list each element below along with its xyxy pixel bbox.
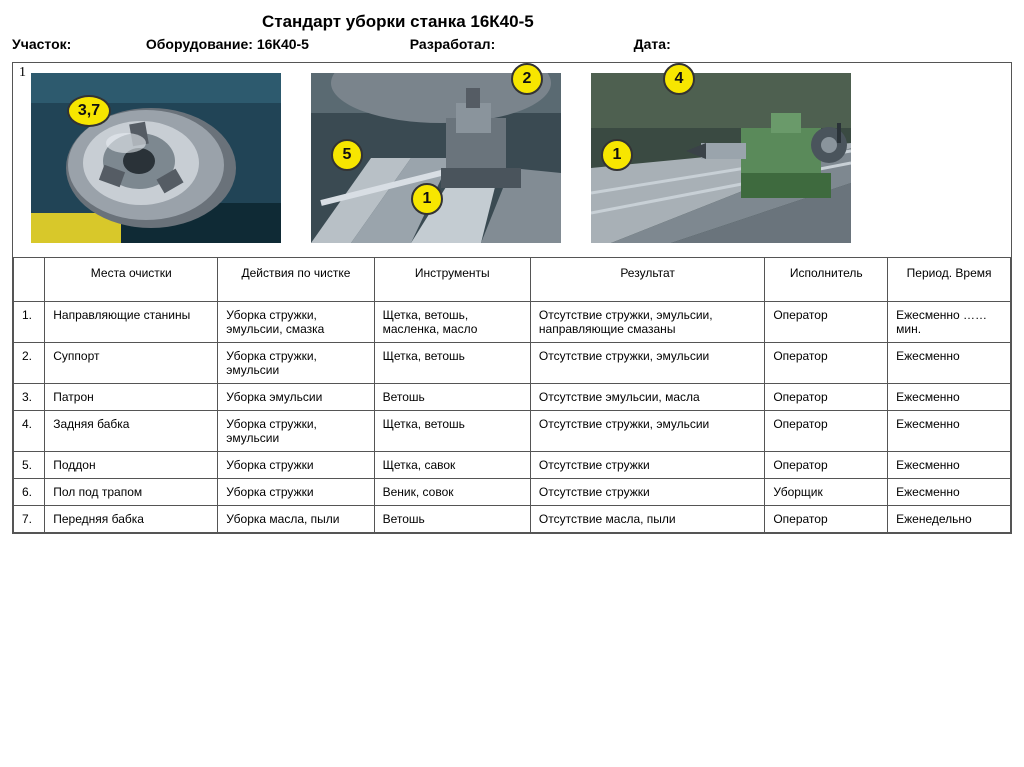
cell-action: Уборка стружки xyxy=(218,452,374,479)
table-row: 5. Поддон Уборка стружки Щетка, савок От… xyxy=(14,452,1011,479)
cell-place: Суппорт xyxy=(45,343,218,384)
col-tools: Инструменты xyxy=(374,258,530,302)
table-row: 4. Задняя бабка Уборка стружки, эмульсии… xyxy=(14,411,1011,452)
cell-period: Ежесменно xyxy=(888,384,1011,411)
cell-place: Передняя бабка xyxy=(45,506,218,533)
cell-num: 4. xyxy=(14,411,45,452)
table-row: 7. Передняя бабка Уборка масла, пыли Вет… xyxy=(14,506,1011,533)
cell-tools: Щетка, ветошь, масленка, масло xyxy=(374,302,530,343)
cell-exec: Оператор xyxy=(765,384,888,411)
cell-result: Отсутствие стружки, эмульсии xyxy=(530,343,764,384)
cell-period: Ежесменно xyxy=(888,411,1011,452)
cell-action: Уборка масла, пыли xyxy=(218,506,374,533)
photo-2: 2 5 1 xyxy=(311,73,561,243)
cell-tools: Ветошь xyxy=(374,384,530,411)
marker-3-7: 3,7 xyxy=(67,95,111,127)
col-exec: Исполнитель xyxy=(765,258,888,302)
meta-section: Участок: xyxy=(12,36,142,52)
cell-period: Еженедельно xyxy=(888,506,1011,533)
marker-1b: 1 xyxy=(601,139,633,171)
page-title: Стандарт уборки станка 16К40-5 xyxy=(12,12,1012,32)
cell-num: 1. xyxy=(14,302,45,343)
meta-developed: Разработал: xyxy=(410,36,630,52)
cell-action: Уборка стружки, эмульсии xyxy=(218,343,374,384)
cell-period: Ежесменно xyxy=(888,452,1011,479)
meta-row: Участок: Оборудование: 16К40-5 Разработа… xyxy=(12,36,1012,52)
cell-result: Отсутствие стружки xyxy=(530,479,764,506)
cell-result: Отсутствие эмульсии, масла xyxy=(530,384,764,411)
col-place: Места очистки xyxy=(45,258,218,302)
cell-period: Ежесменно …… мин. xyxy=(888,302,1011,343)
cell-exec: Оператор xyxy=(765,452,888,479)
marker-4: 4 xyxy=(663,63,695,95)
cell-result: Отсутствие масла, пыли xyxy=(530,506,764,533)
cell-exec: Оператор xyxy=(765,411,888,452)
cell-action: Уборка стружки xyxy=(218,479,374,506)
meta-date: Дата: xyxy=(634,36,754,52)
table-row: 2. Суппорт Уборка стружки, эмульсии Щетк… xyxy=(14,343,1011,384)
cell-result: Отсутствие стружки xyxy=(530,452,764,479)
cell-action: Уборка стружки, эмульсии xyxy=(218,411,374,452)
cell-period: Ежесменно xyxy=(888,343,1011,384)
cell-num: 6. xyxy=(14,479,45,506)
cell-place: Направляющие станины xyxy=(45,302,218,343)
cell-num: 3. xyxy=(14,384,45,411)
cell-result: Отсутствие стружки, эмульсии, направляющ… xyxy=(530,302,764,343)
photo-1: 3,7 xyxy=(31,73,281,243)
table-header-row: Места очистки Действия по чистке Инструм… xyxy=(14,258,1011,302)
cell-num: 5. xyxy=(14,452,45,479)
table-body: 1. Направляющие станины Уборка стружки, … xyxy=(14,302,1011,533)
cell-num: 2. xyxy=(14,343,45,384)
cell-place: Поддон xyxy=(45,452,218,479)
cell-tools: Щетка, савок xyxy=(374,452,530,479)
photo-3: 4 1 xyxy=(591,73,851,243)
table-row: 1. Направляющие станины Уборка стружки, … xyxy=(14,302,1011,343)
cell-tools: Веник, совок xyxy=(374,479,530,506)
cell-num: 7. xyxy=(14,506,45,533)
col-result: Результат xyxy=(530,258,764,302)
table-row: 3. Патрон Уборка эмульсии Ветошь Отсутст… xyxy=(14,384,1011,411)
cell-place: Патрон xyxy=(45,384,218,411)
slide-number: 1 xyxy=(19,65,26,81)
cell-tools: Щетка, ветошь xyxy=(374,343,530,384)
cell-exec: Оператор xyxy=(765,506,888,533)
cell-place: Задняя бабка xyxy=(45,411,218,452)
meta-equipment: Оборудование: 16К40-5 xyxy=(146,36,406,52)
marker-5: 5 xyxy=(331,139,363,171)
cell-exec: Оператор xyxy=(765,343,888,384)
col-action: Действия по чистке xyxy=(218,258,374,302)
cleaning-table: Места очистки Действия по чистке Инструм… xyxy=(13,257,1011,533)
cell-period: Ежесменно xyxy=(888,479,1011,506)
table-row: 6. Пол под трапом Уборка стружки Веник, … xyxy=(14,479,1011,506)
cell-tools: Ветошь xyxy=(374,506,530,533)
cell-action: Уборка эмульсии xyxy=(218,384,374,411)
col-num xyxy=(14,258,45,302)
cell-place: Пол под трапом xyxy=(45,479,218,506)
marker-2: 2 xyxy=(511,63,543,95)
lathe-chuck-image xyxy=(31,73,281,243)
cell-tools: Щетка, ветошь xyxy=(374,411,530,452)
col-period: Период. Время xyxy=(888,258,1011,302)
cell-action: Уборка стружки, эмульсии, смазка xyxy=(218,302,374,343)
cell-exec: Оператор xyxy=(765,302,888,343)
photos-row: 1 3,7 xyxy=(13,63,1011,257)
cell-result: Отсутствие стружки, эмульсии xyxy=(530,411,764,452)
cell-exec: Уборщик xyxy=(765,479,888,506)
content-box: 1 3,7 xyxy=(12,62,1012,534)
marker-1: 1 xyxy=(411,183,443,215)
